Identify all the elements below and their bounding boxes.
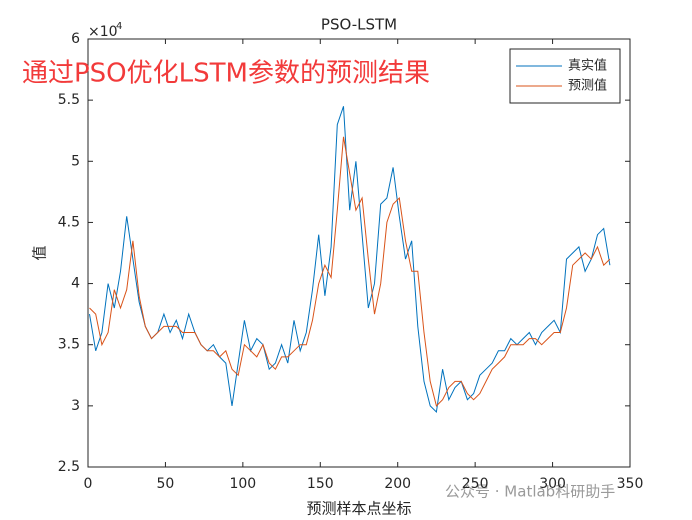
series-line bbox=[89, 106, 611, 414]
y-multiplier-exponent: 4 bbox=[116, 21, 122, 32]
legend-label: 真实值 bbox=[568, 58, 607, 74]
annotation: 通过PSO优化LSTM参数的预测结果 bbox=[22, 59, 430, 89]
x-tick-label: 350 bbox=[617, 476, 644, 492]
series-line bbox=[89, 136, 611, 407]
y-tick-label: 3 bbox=[71, 398, 80, 414]
x-tick-label: 200 bbox=[384, 476, 411, 492]
x-tick-label: 150 bbox=[307, 476, 334, 492]
chart-title: PSO-LSTM bbox=[321, 16, 397, 34]
plot-area bbox=[87, 38, 631, 468]
y-tick-label: 5.5 bbox=[58, 92, 80, 108]
x-tick-label: 300 bbox=[539, 476, 566, 492]
y-tick-label: 2.5 bbox=[58, 459, 80, 475]
watermark: 公众号 · Matlab科研助手 bbox=[445, 483, 615, 501]
x-tick-label: 0 bbox=[84, 476, 93, 492]
x-tick-label: 100 bbox=[229, 476, 256, 492]
y-tick-label: 5 bbox=[71, 153, 80, 169]
y-tick-label: 4.5 bbox=[58, 214, 80, 230]
legend-box bbox=[509, 48, 621, 104]
legend-label: 预测值 bbox=[568, 78, 607, 94]
y-tick-label: 6 bbox=[71, 31, 80, 47]
y-tick-label: 3.5 bbox=[58, 337, 80, 353]
y-multiplier-base: ×10 bbox=[88, 24, 118, 40]
x-tick-label: 250 bbox=[462, 476, 489, 492]
x-axis-label: 预测样本点坐标 bbox=[306, 500, 411, 518]
y-axis-label: 值 bbox=[31, 245, 49, 260]
x-tick-label: 50 bbox=[157, 476, 175, 492]
y-tick-label: 4 bbox=[71, 276, 80, 292]
